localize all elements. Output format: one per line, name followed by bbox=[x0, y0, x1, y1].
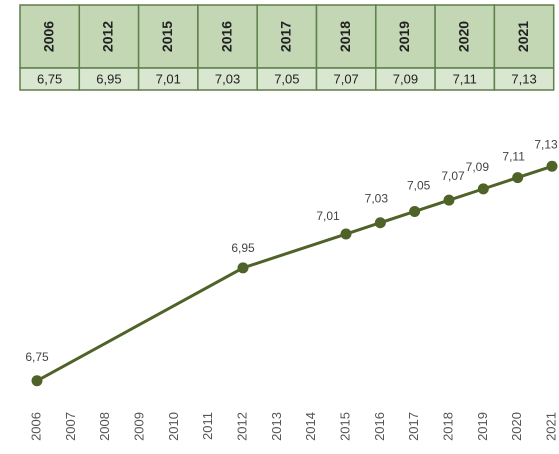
table-value: 7,01 bbox=[156, 71, 181, 86]
marker bbox=[374, 217, 386, 229]
x-tick-label: 2011 bbox=[200, 412, 215, 440]
line bbox=[36, 164, 553, 383]
marker bbox=[546, 160, 558, 172]
table-header-cell bbox=[78, 4, 140, 69]
table-year: 2017 bbox=[278, 21, 294, 52]
table-value: 6,75 bbox=[37, 71, 62, 86]
table-value: 7,09 bbox=[393, 71, 418, 86]
table-header-cell bbox=[19, 4, 81, 69]
data-label: 7,07 bbox=[441, 169, 465, 183]
x-tick-label: 2019 bbox=[475, 412, 490, 441]
data-label: 7,05 bbox=[407, 178, 431, 192]
marker bbox=[31, 375, 43, 387]
table-year: 2021 bbox=[515, 21, 531, 52]
data-label: 6,75 bbox=[25, 350, 49, 364]
table-year: 2020 bbox=[455, 21, 471, 52]
table-header-cell bbox=[493, 4, 555, 69]
table-header-cell bbox=[434, 4, 496, 69]
x-tick-label: 2009 bbox=[131, 412, 146, 441]
marker bbox=[340, 228, 352, 240]
marker bbox=[409, 205, 421, 217]
x-tick-label: 2012 bbox=[234, 412, 249, 441]
data-label: 7,11 bbox=[502, 150, 525, 164]
x-tick-label: 2007 bbox=[63, 412, 78, 441]
data-label: 6,95 bbox=[231, 241, 255, 255]
x-tick-label: 2014 bbox=[303, 412, 318, 441]
x-tick-label: 2017 bbox=[406, 412, 421, 441]
table-value: 7,13 bbox=[511, 71, 536, 86]
table-year: 2012 bbox=[100, 21, 116, 52]
data-label: 7,01 bbox=[316, 209, 340, 223]
x-tick-label: 2008 bbox=[97, 412, 112, 441]
data-label: 7,09 bbox=[466, 160, 490, 174]
table-value-cell bbox=[493, 67, 555, 91]
marker bbox=[237, 262, 249, 274]
marker bbox=[512, 172, 524, 184]
table-year: 2015 bbox=[159, 21, 175, 52]
marker bbox=[443, 194, 455, 206]
x-tick-label: 2018 bbox=[440, 412, 455, 441]
x-tick-label: 2010 bbox=[166, 412, 181, 441]
data-label: 7,13 bbox=[534, 137, 558, 151]
table-year: 2006 bbox=[40, 21, 56, 52]
table-value: 6,95 bbox=[96, 71, 121, 86]
table-year: 2018 bbox=[337, 21, 353, 52]
table-year: 2016 bbox=[218, 21, 234, 52]
x-tick-label: 2013 bbox=[269, 412, 284, 441]
table-value: 7,11 bbox=[453, 71, 477, 86]
table-year: 2019 bbox=[396, 21, 412, 52]
table-value: 7,05 bbox=[274, 71, 299, 86]
table-value: 7,03 bbox=[215, 71, 240, 86]
x-tick-label: 2021 bbox=[543, 412, 558, 441]
data-label: 7,03 bbox=[365, 192, 389, 206]
x-tick-label: 2015 bbox=[337, 412, 352, 441]
marker bbox=[477, 183, 489, 195]
table-value: 7,07 bbox=[333, 71, 358, 86]
x-tick-label: 2016 bbox=[372, 412, 387, 441]
x-tick-label: 2020 bbox=[509, 412, 524, 441]
x-tick-label: 2006 bbox=[28, 412, 43, 441]
